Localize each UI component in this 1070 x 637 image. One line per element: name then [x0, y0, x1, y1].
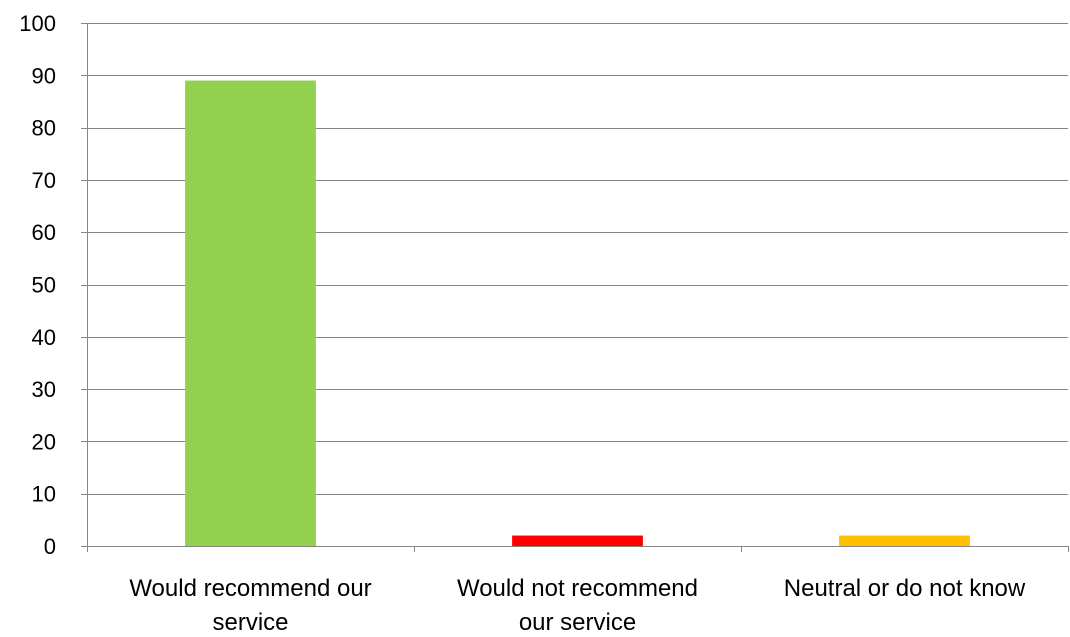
x-category-label: Would recommend our	[129, 575, 371, 602]
y-tick-label: 80	[32, 116, 56, 141]
x-category-label: our service	[519, 609, 636, 636]
bars	[185, 80, 970, 546]
x-category-labels: Would recommend our service Would not reco…	[129, 575, 1026, 636]
y-tick-label: 60	[32, 220, 56, 245]
bar	[185, 80, 316, 546]
y-tick-label: 50	[32, 273, 56, 298]
y-tick-label: 100	[19, 11, 56, 36]
y-tick-label: 40	[32, 325, 56, 350]
y-tick-label: 20	[32, 429, 56, 454]
x-category-label: service	[212, 609, 288, 636]
y-tick-label: 30	[32, 377, 56, 402]
y-tick-label: 10	[32, 482, 56, 507]
y-tick-label: 0	[44, 534, 56, 559]
y-tick-labels: 0 10 20 30 40 50 60 70 80 90 100	[19, 11, 56, 559]
bar	[839, 535, 970, 546]
bar	[512, 535, 643, 546]
x-category-label: Neutral or do not know	[784, 575, 1026, 602]
axes	[81, 23, 1069, 552]
y-tick-label: 70	[32, 168, 56, 193]
y-tick-label: 90	[32, 63, 56, 88]
x-category-label: Would not recommend	[457, 575, 698, 602]
